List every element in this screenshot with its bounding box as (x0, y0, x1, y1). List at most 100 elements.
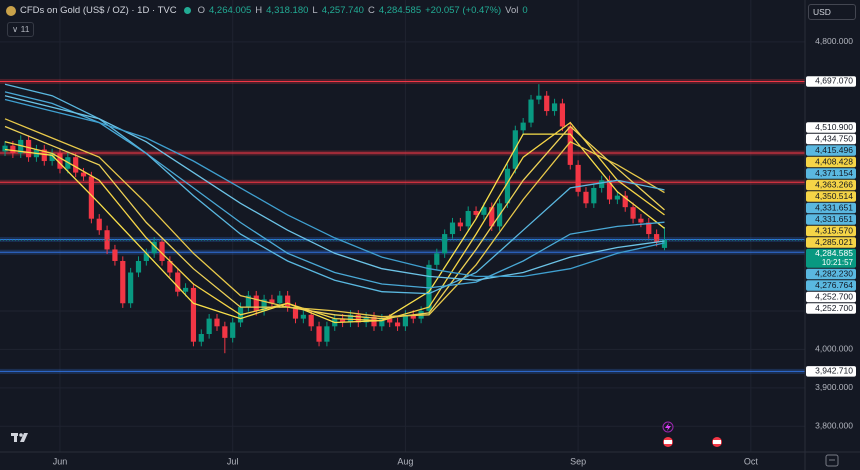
y-tick-label: 4,800.000 (815, 36, 853, 46)
candle-body (536, 95, 542, 100)
ma-line (4, 83, 665, 295)
candle-body (434, 253, 440, 265)
candle-body (481, 207, 487, 215)
candle-body (88, 176, 94, 219)
price-label-box (806, 122, 856, 133)
price-label-box (806, 280, 856, 291)
price-label: 4,252.700 (815, 303, 853, 313)
price-label: 4,331.651 (815, 202, 853, 212)
event-icons[interactable] (662, 421, 722, 447)
currency-select[interactable]: USD (808, 4, 856, 20)
candle-body (599, 180, 605, 188)
candle-body (630, 207, 636, 219)
candle-body (73, 157, 79, 173)
candle-body (198, 334, 204, 342)
candle-body (277, 295, 283, 304)
candle-body (551, 103, 558, 112)
candle-body (355, 314, 361, 323)
candle-body (49, 153, 55, 162)
price-label: 4,350.514 (815, 191, 853, 201)
indicators-toggle[interactable]: ∨ 11 (7, 22, 35, 37)
candle-body (167, 260, 173, 273)
candle-body (80, 172, 87, 177)
candle-body (269, 299, 275, 304)
ohlc-key: C (367, 5, 375, 16)
price-label-box (806, 225, 856, 237)
candle-body (230, 322, 236, 338)
x-tick-label: Oct (744, 456, 759, 466)
ma-line (4, 95, 665, 281)
price-label: 4,510.900 (815, 122, 853, 132)
price-label-box (806, 248, 856, 268)
legend-header: CFDs on Gold (US$ / OZ) · 1D · TVC O 4,26… (6, 5, 528, 16)
candle-body (394, 322, 401, 327)
candle-body (489, 207, 495, 227)
tv-logo (11, 433, 28, 442)
candle-body (379, 318, 385, 327)
candle-body (159, 241, 165, 261)
price-label-box (806, 303, 856, 314)
price-label-box (806, 291, 856, 303)
y-tick-label: 3,800.000 (815, 420, 853, 430)
candle-body (646, 222, 652, 235)
candle-body (457, 222, 463, 227)
ma-line (4, 91, 665, 289)
ohlc-key: H (255, 5, 263, 16)
price-label: 4,434.750 (815, 133, 853, 143)
price-label: 3,942.710 (815, 366, 853, 376)
candle-body (10, 145, 16, 154)
indicators-count: 11 (20, 24, 30, 34)
ohlc-key: L (312, 5, 318, 16)
ohlc-value: 4,264.005 (209, 5, 252, 16)
candle-body (25, 139, 32, 158)
candle-body (567, 126, 573, 165)
candle-body (151, 241, 157, 254)
candle-body (214, 318, 220, 327)
x-tick-label: Jun (53, 456, 68, 466)
price-label: 4,282.230 (815, 268, 853, 278)
candle-body (135, 260, 142, 273)
candle-body (316, 326, 322, 342)
candle-body (41, 149, 47, 162)
candle-body (402, 314, 409, 327)
candle-body (120, 260, 126, 304)
price-label-box (806, 366, 856, 377)
price-label-box (806, 133, 856, 145)
countdown: 10:21:57 (822, 258, 854, 267)
candle-body (583, 191, 589, 204)
candle-body (528, 99, 534, 123)
candle-body (57, 153, 63, 169)
price-label-box (806, 76, 856, 87)
price-label: 4,331.651 (815, 214, 853, 224)
candle-body (473, 211, 479, 215)
candle-body (449, 222, 456, 235)
price-label: 4,697.070 (815, 76, 853, 86)
candle-body (559, 103, 566, 127)
change: +20.057 (+0.47%) (425, 5, 502, 16)
ma-line (4, 121, 665, 322)
candle-body (222, 326, 228, 338)
x-tick-label: Sep (570, 456, 586, 466)
candle-body (128, 272, 134, 304)
price-label-box (806, 214, 856, 225)
price-label: 4,363.266 (815, 179, 853, 189)
candle-body (661, 239, 668, 248)
market-status (183, 7, 191, 14)
candle-body (285, 295, 291, 308)
candle-body (622, 195, 628, 208)
price-label: 4,285.021 (815, 237, 853, 247)
candle-body (606, 180, 613, 200)
symbol-icon (6, 5, 16, 16)
y-tick-label: 3,900.000 (815, 382, 853, 392)
price-label-box (806, 268, 856, 280)
candle-body (2, 145, 8, 152)
price-label-box (806, 168, 856, 179)
candle-body (96, 218, 102, 231)
candle-body (206, 318, 212, 335)
settings-button[interactable] (825, 454, 839, 467)
candle-body (504, 168, 511, 204)
candle-body (175, 272, 181, 292)
currency: USD (813, 7, 831, 17)
